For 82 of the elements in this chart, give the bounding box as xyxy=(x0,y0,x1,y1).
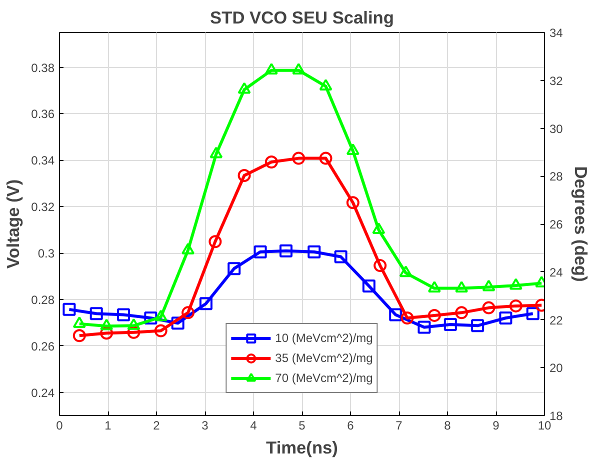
point xyxy=(90,307,103,320)
y2-tick-label: 30 xyxy=(550,122,564,136)
point xyxy=(389,308,402,322)
point xyxy=(254,245,267,258)
x-tick-label: 9 xyxy=(492,418,500,432)
legend-label: 70 (MeVcm^2)/mg xyxy=(275,371,373,385)
point xyxy=(509,278,522,290)
point xyxy=(100,326,114,340)
point xyxy=(154,310,168,322)
point xyxy=(182,306,195,320)
point xyxy=(154,324,168,338)
x-tick-label: 2 xyxy=(153,418,160,432)
x-tick-label: 5 xyxy=(298,418,306,432)
point xyxy=(117,308,130,322)
point xyxy=(362,279,376,292)
x-tick-label: 3 xyxy=(202,418,209,432)
legend-label: 35 (MeVcm^2)/mg xyxy=(275,351,373,365)
y-tick-label: 0.38 xyxy=(31,60,55,75)
point xyxy=(72,329,86,342)
point xyxy=(499,312,512,325)
point xyxy=(228,262,241,276)
y2-tick-label: 24 xyxy=(550,265,564,280)
y2-tick-label: 32 xyxy=(550,74,564,88)
point xyxy=(292,62,306,75)
point xyxy=(144,312,158,325)
point xyxy=(482,301,496,314)
point xyxy=(292,152,306,165)
point xyxy=(372,222,386,234)
point xyxy=(308,245,321,258)
y-tick-label: 0.28 xyxy=(31,292,55,307)
y2-tick-label: 20 xyxy=(550,361,564,376)
point xyxy=(208,235,222,248)
x-tick-label: 4 xyxy=(250,418,258,432)
y-tick-label: 0.32 xyxy=(31,200,55,214)
point xyxy=(279,244,292,258)
point xyxy=(62,302,76,316)
x-tick-label: 10 xyxy=(538,418,552,432)
point xyxy=(319,152,332,165)
x-tick-label: 6 xyxy=(347,418,354,432)
point xyxy=(199,297,212,310)
y-axis-title: Voltage (V) xyxy=(3,179,24,269)
x-tick-label: 8 xyxy=(444,418,452,432)
point xyxy=(171,316,184,330)
point xyxy=(428,308,441,322)
point xyxy=(210,146,223,158)
point xyxy=(264,156,278,169)
point xyxy=(418,320,431,334)
point xyxy=(346,144,360,156)
point xyxy=(264,62,278,75)
point xyxy=(455,306,468,320)
point xyxy=(374,259,387,272)
point xyxy=(334,250,348,264)
x-axis-title: Time(ns) xyxy=(266,438,338,458)
y-tick-label: 0.24 xyxy=(31,386,55,400)
x-tick-label: 1 xyxy=(104,418,112,432)
y2-tick-label: 34 xyxy=(550,26,564,40)
y2-tick-label: 22 xyxy=(550,313,564,328)
point xyxy=(471,319,484,332)
point xyxy=(238,82,251,94)
y-tick-label: 0.26 xyxy=(31,339,55,354)
point xyxy=(482,280,496,292)
point xyxy=(444,318,457,332)
point xyxy=(182,242,195,254)
point xyxy=(238,169,251,182)
y2-tick-label: 28 xyxy=(550,170,564,184)
point xyxy=(319,79,332,91)
y-tick-label: 0.34 xyxy=(31,154,55,168)
point xyxy=(400,312,414,324)
point xyxy=(346,196,360,210)
chart-title: STD VCO SEU Scaling xyxy=(210,8,394,28)
x-tick-label: 0 xyxy=(56,418,64,432)
y-tick-label: 0.3 xyxy=(38,246,55,261)
y2-tick-label: 26 xyxy=(550,218,564,232)
legend-label: 10 (MeVcm^2)/mg xyxy=(275,331,373,345)
point xyxy=(526,307,540,320)
x-tick-label: 7 xyxy=(396,418,403,432)
point xyxy=(509,299,522,312)
y2-tick-label: 18 xyxy=(550,409,564,423)
point xyxy=(127,326,140,339)
point xyxy=(399,266,412,278)
y2-axis-title: Degrees (deg) xyxy=(570,166,591,282)
y-tick-label: 0.36 xyxy=(31,107,55,122)
